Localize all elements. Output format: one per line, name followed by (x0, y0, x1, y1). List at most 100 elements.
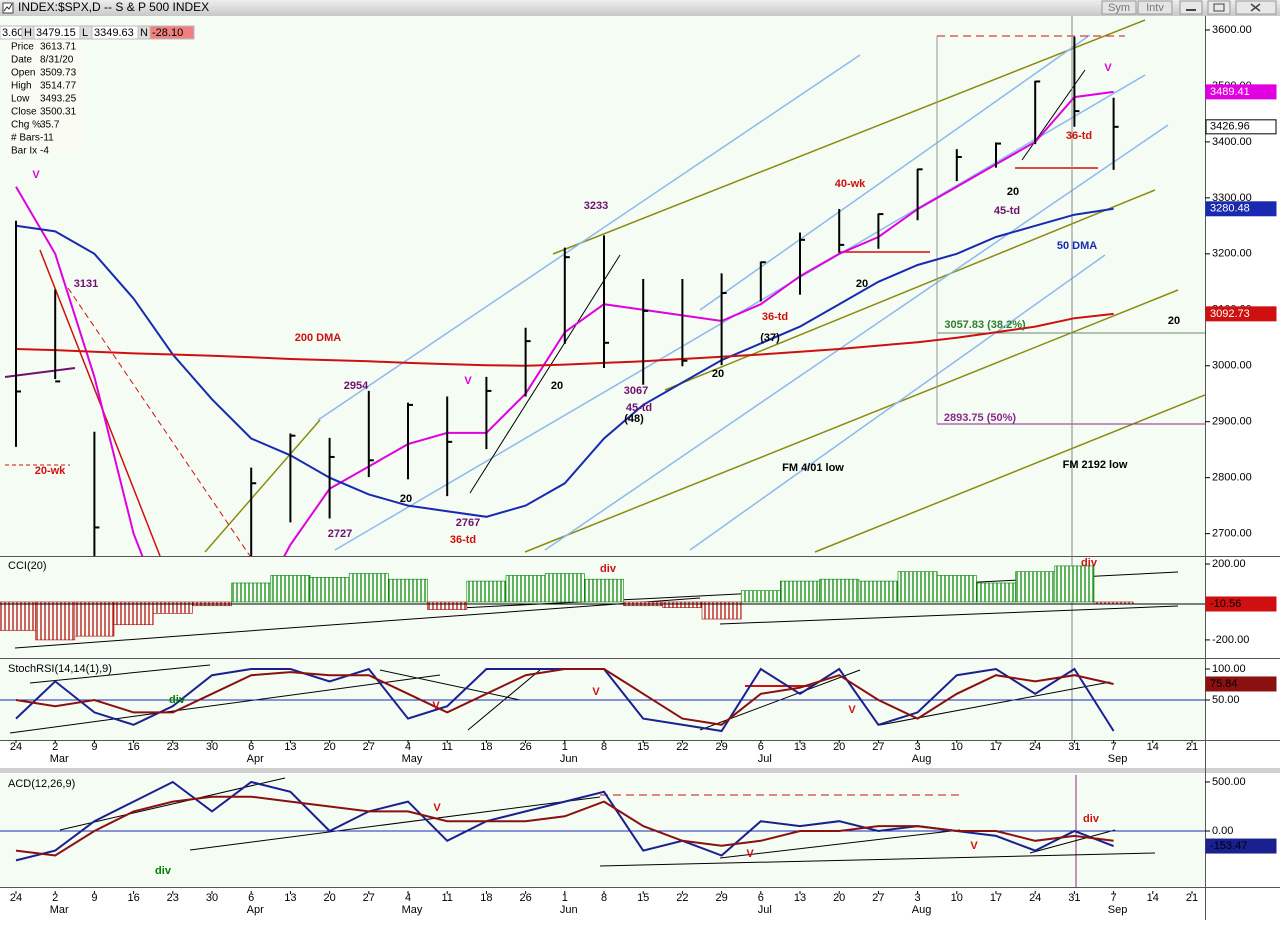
info-text: H (24, 27, 32, 39)
sym-button[interactable] (1101, 0, 1137, 15)
annotation: 3131 (74, 278, 98, 290)
x-tick-label: 9 (91, 741, 97, 753)
annotation: V (464, 375, 472, 387)
x-tick-label: 22 (676, 741, 688, 753)
x-tick-label: 8 (601, 892, 607, 904)
x-tick-label: 27 (872, 741, 884, 753)
y-tick-label: 3400.00 (1212, 136, 1252, 148)
app-icon-glyph (3, 3, 13, 12)
annotation: 36-td (450, 534, 476, 546)
cci-bar (976, 582, 1016, 603)
annotation: div (169, 694, 186, 706)
data-window-value: 3493.25 (40, 94, 77, 105)
annotation: div (1081, 557, 1098, 569)
info-text: N (140, 27, 148, 39)
value-box (1205, 838, 1277, 854)
data-window-label: Open (11, 68, 35, 79)
month-label: Jun (560, 753, 578, 765)
month-label: Apr (247, 904, 264, 916)
x-tick-label: 26 (519, 741, 531, 753)
annotation: V (32, 169, 40, 181)
cci-bar (270, 575, 311, 603)
annotation: 20-wk (35, 465, 66, 477)
intv-button-label[interactable]: Intv (1146, 2, 1164, 14)
x-tick-label: 11 (441, 741, 452, 753)
value-box (1205, 119, 1277, 135)
data-window-label: Low (11, 94, 30, 105)
channel-line (552, 19, 1146, 255)
month-label: Jul (758, 753, 772, 765)
maximize-button[interactable] (1207, 0, 1231, 15)
x-tick-label: 22 (676, 892, 688, 904)
x-tick-label: 24 (10, 741, 22, 753)
annotation: div (600, 563, 617, 575)
annotation: 3057.83 (38.2%) (944, 319, 1026, 331)
x-tick-label: 3 (915, 741, 921, 753)
x-tick-label: 13 (794, 741, 806, 753)
moving-average (15, 207, 1114, 518)
x-tick-label: 18 (480, 892, 492, 904)
x-tick-label: 27 (872, 892, 884, 904)
minimize-button[interactable] (1179, 0, 1203, 15)
intv-button[interactable] (1137, 0, 1173, 15)
value-box-label: 3489.41 (1210, 86, 1250, 98)
month-label: Mar (50, 904, 69, 916)
month-label: Sep (1108, 904, 1128, 916)
x-tick-label: 6 (758, 892, 764, 904)
x-tick-label: 23 (167, 892, 179, 904)
month-label: Aug (912, 904, 932, 916)
data-window-value: -11 (40, 133, 54, 144)
info-text: 3349.63 (94, 27, 134, 39)
value-box-label: 3280.48 (1210, 203, 1250, 215)
cci-bar (309, 577, 350, 603)
trend-line (379, 669, 521, 701)
info-cell (149, 25, 195, 40)
x-tick-label: 29 (715, 741, 727, 753)
data-window-value: 35.7 (40, 120, 60, 131)
y-tick-label: 2700.00 (1212, 528, 1252, 540)
annotation: 40-wk (835, 178, 866, 190)
cci-bar (1054, 565, 1095, 603)
panel-1 (0, 565, 1205, 641)
data-window-value: -4 (40, 146, 49, 157)
x-tick-label: 4 (405, 741, 411, 753)
data-window-value: 8/31/20 (40, 55, 74, 66)
channel-line (317, 54, 861, 421)
x-tick-label: 13 (794, 892, 806, 904)
trend-line (469, 254, 621, 494)
x-tick-label: 1 (562, 892, 568, 904)
cci-bar (780, 580, 820, 603)
annotation: 36-td (762, 311, 788, 323)
trend-line (14, 597, 701, 649)
panel-title: CCI(20) (8, 560, 47, 572)
month-label: Sep (1108, 753, 1128, 765)
data-window-label: High (11, 81, 32, 92)
value-box (1205, 306, 1277, 322)
cci-bar (936, 575, 977, 603)
sym-button-label[interactable]: Sym (1108, 2, 1130, 14)
x-tick-label: 18 (480, 741, 492, 753)
cci-bar (35, 601, 76, 641)
annotation: 2727 (328, 528, 352, 540)
month-label: Apr (247, 753, 264, 765)
x-tick-label: 20 (833, 741, 845, 753)
y-tick-label: 50.00 (1212, 694, 1240, 706)
month-label: Jun (560, 904, 578, 916)
x-tick-label: 20 (323, 741, 335, 753)
info-text: -28.10 (152, 27, 183, 39)
annotation: 200 DMA (295, 332, 342, 344)
trend-line (599, 852, 1156, 867)
window-title: INDEX:$SPX,D -- S & P 500 INDEX (18, 0, 209, 14)
value-box (1205, 84, 1277, 100)
channel-line (689, 254, 1106, 551)
y-tick-label: 200.00 (1212, 558, 1246, 570)
y-tick-label: -200.00 (1212, 634, 1249, 646)
x-tick-label: 15 (637, 892, 649, 904)
annotation: 20 (1007, 186, 1019, 198)
cci-bar (388, 578, 428, 603)
trend-line (9, 674, 441, 734)
x-tick-label: 21 (1186, 892, 1198, 904)
y-tick-label: 3300.00 (1212, 192, 1252, 204)
trend-line (59, 777, 286, 831)
